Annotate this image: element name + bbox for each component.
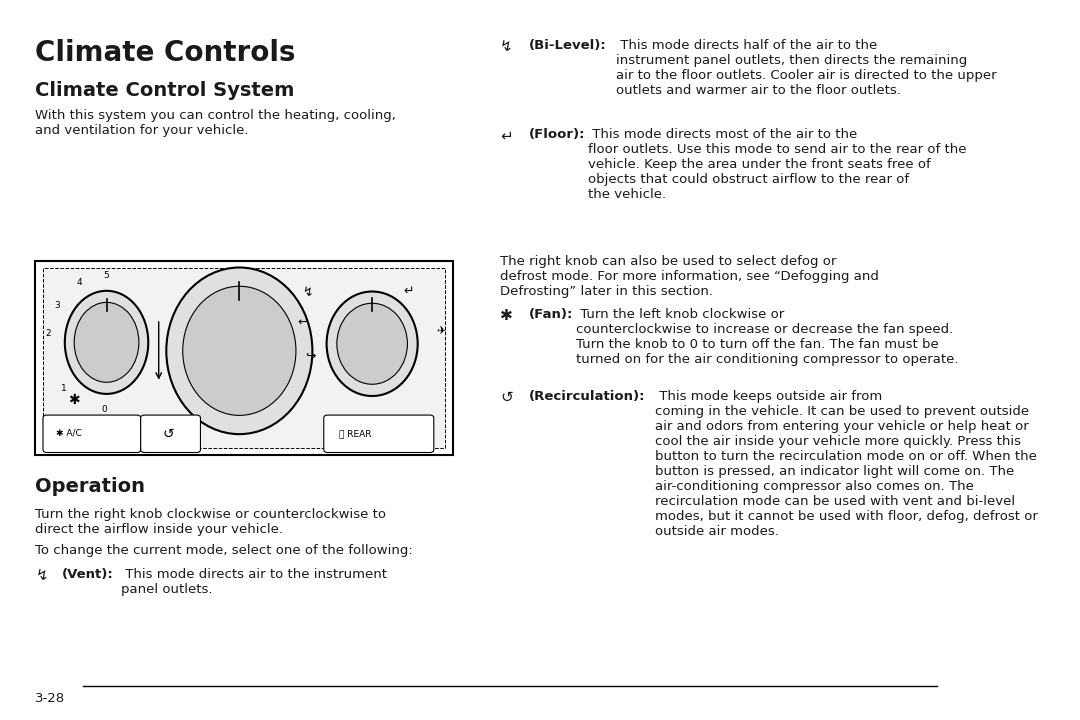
Text: (Floor):: (Floor): [528,128,585,141]
Text: (Bi-Level):: (Bi-Level): [528,39,606,52]
Text: ↯: ↯ [36,568,49,583]
Text: (Recirculation):: (Recirculation): [528,390,645,402]
Text: ↯: ↯ [302,287,313,300]
Text: (Fan):: (Fan): [528,308,573,321]
Text: Turn the right knob clockwise or counterclockwise to
direct the airflow inside y: Turn the right knob clockwise or counter… [36,508,387,536]
Text: With this system you can control the heating, cooling,
and ventilation for your : With this system you can control the hea… [36,109,396,138]
Text: This mode keeps outside air from
coming in the vehicle. It can be used to preven: This mode keeps outside air from coming … [654,390,1038,538]
Text: ✈: ✈ [436,326,446,336]
Text: ↩: ↩ [298,316,308,329]
Text: ↵: ↵ [403,284,414,297]
Text: The right knob can also be used to select defog or
defrost mode. For more inform: The right knob can also be used to selec… [500,256,879,299]
Ellipse shape [183,287,296,415]
Text: 3: 3 [54,301,60,310]
Text: Climate Control System: Climate Control System [36,81,295,100]
Text: ✱ A/C: ✱ A/C [56,429,82,438]
Text: 2: 2 [45,328,51,338]
Text: To change the current mode, select one of the following:: To change the current mode, select one o… [36,544,414,557]
FancyBboxPatch shape [36,261,453,455]
Text: 5: 5 [104,271,109,280]
Ellipse shape [166,268,312,434]
FancyBboxPatch shape [43,415,140,452]
Ellipse shape [65,291,148,394]
Text: ✱: ✱ [68,393,80,408]
Text: This mode directs air to the instrument
panel outlets.: This mode directs air to the instrument … [121,568,387,596]
Text: 4: 4 [77,278,83,287]
FancyBboxPatch shape [140,415,201,452]
Text: ↯: ↯ [500,39,513,54]
Text: ↵: ↵ [500,128,513,143]
Text: ↺: ↺ [500,390,513,405]
Text: 1: 1 [62,384,67,393]
Ellipse shape [337,303,407,384]
Text: This mode directs half of the air to the
instrument panel outlets, then directs : This mode directs half of the air to the… [616,39,997,96]
Ellipse shape [326,292,418,396]
Text: Operation: Operation [36,477,146,495]
Text: Turn the left knob clockwise or
counterclockwise to increase or decrease the fan: Turn the left knob clockwise or counterc… [576,308,959,366]
Text: ↪: ↪ [306,350,315,363]
Text: 0: 0 [102,405,107,414]
Text: ↺: ↺ [162,426,174,441]
Text: 3-28: 3-28 [36,692,66,705]
Text: ⧉ REAR: ⧉ REAR [339,429,372,438]
FancyBboxPatch shape [324,415,434,452]
Text: This mode directs most of the air to the
floor outlets. Use this mode to send ai: This mode directs most of the air to the… [589,128,967,202]
FancyBboxPatch shape [43,269,445,449]
Text: Climate Controls: Climate Controls [36,39,296,67]
Text: (Vent):: (Vent): [62,568,113,581]
Ellipse shape [75,302,139,382]
Text: ✱: ✱ [500,308,513,323]
